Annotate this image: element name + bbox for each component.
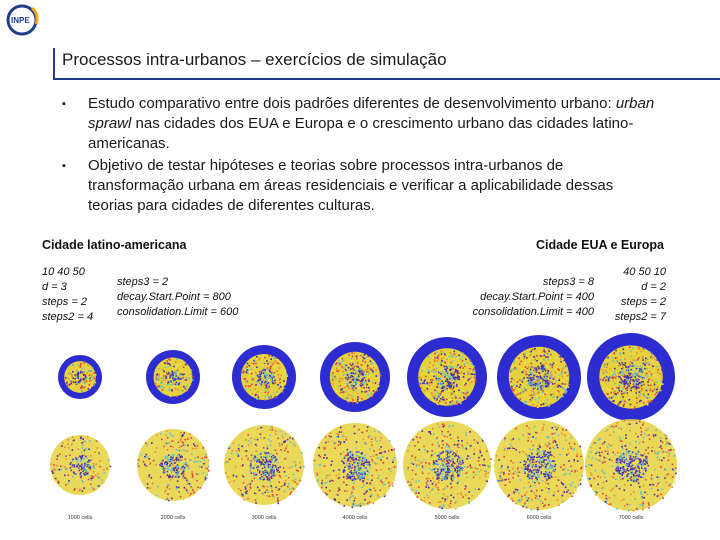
param-line: steps3 = 8: [542, 276, 594, 288]
caption-5: 5000 cells: [434, 515, 460, 521]
left-city-label: Cidade latino-americana: [42, 238, 187, 252]
header-vertical-rule: [53, 48, 55, 78]
simulation-blob-bottom-7: [585, 419, 678, 512]
left-params-b: steps3 = 2 decay.Start.Point = 800 conso…: [117, 275, 238, 320]
param-line: 40 50 10: [623, 266, 666, 278]
header-horizontal-rule: [53, 78, 720, 80]
param-line: 10 40 50: [42, 266, 85, 278]
param-line: d = 2: [641, 281, 666, 293]
bullet-item-1: ▪ Estudo comparativo entre dois padrões …: [62, 94, 662, 154]
bullet-2-text: Objetivo de testar hipóteses e teorias s…: [88, 157, 614, 214]
simulation-blob-top-6: [497, 335, 581, 419]
simulation-blob-top-5: [407, 337, 487, 417]
param-line: steps3 = 2: [117, 276, 169, 288]
param-line: d = 3: [42, 281, 67, 293]
caption-4: 4000 cells: [342, 515, 368, 521]
bullet-1-emphasis: urban sprawl: [88, 95, 655, 132]
param-line: steps = 2: [621, 296, 666, 308]
simulation-blob-bottom-2: [137, 429, 210, 502]
bullet-1-text-a: Estudo comparativo entre dois padrões di…: [88, 95, 616, 112]
simulation-blob-bottom-4: [313, 423, 397, 509]
caption-2: 2000 cells: [160, 515, 186, 521]
right-city-label: Cidade EUA e Europa: [535, 238, 664, 252]
caption-6: 6000 cells: [526, 515, 552, 521]
bullet-list: ▪ Estudo comparativo entre dois padrões …: [62, 94, 662, 218]
svg-text:INPE: INPE: [11, 16, 30, 25]
right-params-a: 40 50 10 d = 2 steps = 2 steps2 = 7: [615, 265, 666, 325]
simulation-blob-top-1: [58, 355, 102, 399]
bullet-marker: ▪: [62, 98, 66, 110]
simulation-blob-top-4: [320, 342, 390, 412]
simulation-blob-bottom-6: [494, 420, 584, 511]
param-line: decay.Start.Point = 800: [117, 291, 231, 303]
param-line: consolidation.Limit = 600: [117, 306, 239, 318]
simulation-blob-bottom-1: [50, 435, 112, 495]
bullet-marker: ▪: [62, 160, 66, 172]
inpe-logo-icon: INPE: [6, 4, 39, 36]
caption-7: 7000 cells: [618, 515, 644, 521]
simulation-blob-top-2: [146, 350, 200, 404]
simulation-blob-bottom-3: [224, 425, 305, 505]
bullet-1-text-b: nas cidades dos EUA e Europa e o crescim…: [88, 115, 634, 152]
param-line: steps2 = 4: [42, 311, 94, 323]
caption-1: 1000 cells: [67, 515, 93, 521]
param-line: consolidation.Limit = 400: [472, 306, 594, 318]
right-params-b: steps3 = 8 decay.Start.Point = 400 conso…: [473, 275, 594, 320]
simulation-image-grid: 1000 cells 2000 cells 3000 cells 4000 ce…: [42, 333, 678, 535]
param-line: steps2 = 7: [614, 311, 666, 323]
bullet-item-2: ▪ Objetivo de testar hipóteses e teorias…: [62, 156, 662, 216]
simulation-blob-top-7: [587, 333, 675, 421]
left-params-a: 10 40 50 d = 3 steps = 2 steps2 = 4: [42, 265, 93, 325]
param-line: decay.Start.Point = 400: [480, 291, 594, 303]
param-line: steps = 2: [42, 296, 87, 308]
caption-3: 3000 cells: [251, 515, 277, 521]
simulation-blob-top-3: [232, 345, 296, 409]
simulation-blob-bottom-5: [403, 421, 493, 510]
slide-title: Processos intra-urbanos – exercícios de …: [62, 50, 447, 69]
